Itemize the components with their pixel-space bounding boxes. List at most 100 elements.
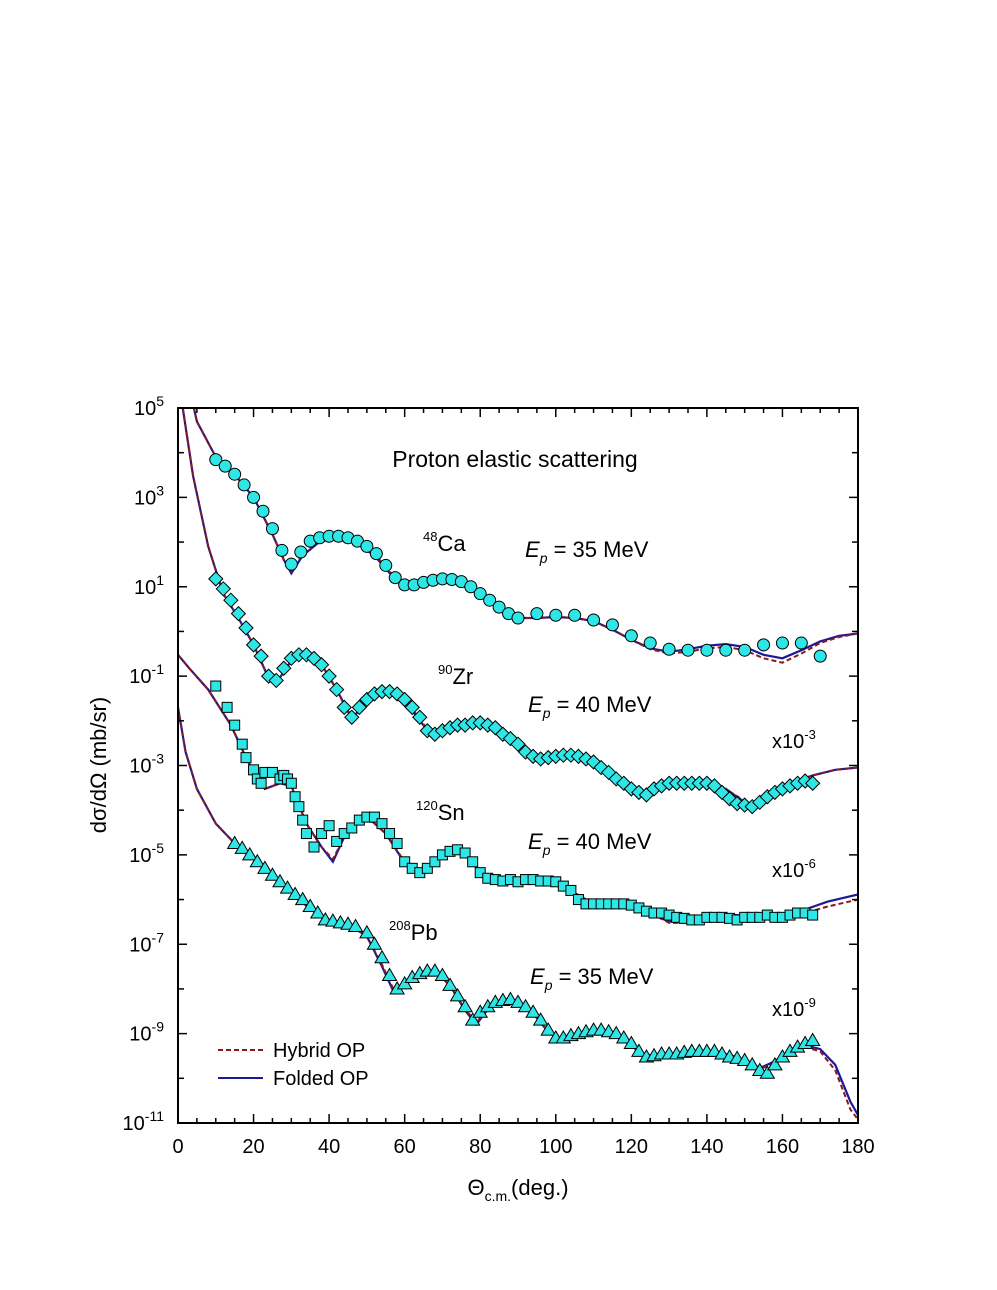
data-point-pb: [279, 880, 296, 894]
scale-factor-pb: x10-9: [772, 995, 816, 1021]
data-point-ca: [369, 547, 383, 561]
data-point-sn: [346, 822, 358, 834]
x-tick-label: 80: [469, 1136, 491, 1158]
data-points: [208, 453, 827, 1079]
data-point-pb: [366, 936, 383, 950]
data-point-zr: [253, 648, 269, 664]
data-point-ca: [483, 593, 497, 607]
data-point-pb: [226, 835, 243, 849]
x-tick-label: 0: [172, 1136, 183, 1158]
data-point-ca: [738, 643, 752, 657]
axis-ticks: [177, 407, 859, 1124]
data-point-ca: [643, 636, 657, 650]
x-tick-label: 180: [841, 1136, 874, 1158]
data-point-pb: [464, 1012, 481, 1026]
data-point-sn: [807, 909, 819, 921]
data-point-sn: [467, 856, 479, 868]
data-point-ca: [284, 557, 298, 571]
legend-folded-label: Folded OP: [273, 1068, 369, 1090]
data-point-sn: [331, 835, 343, 847]
data-point-pb: [608, 1025, 625, 1040]
data-point-ca: [228, 467, 242, 481]
data-point-ca: [256, 504, 270, 518]
data-point-pb: [302, 898, 319, 912]
data-point-sn: [293, 801, 305, 813]
data-point-zr: [238, 620, 254, 636]
data-point-sn: [429, 856, 441, 868]
data-point-ca: [218, 459, 232, 473]
x-tick-label: 160: [766, 1136, 799, 1158]
data-point-ca: [719, 643, 733, 657]
data-point-zr: [804, 775, 821, 791]
x-axis-label-sub: c.m.: [485, 1188, 511, 1204]
data-point-ca: [492, 600, 506, 614]
y-tick-label: 105: [134, 393, 164, 420]
x-axis-label-theta: Θ: [467, 1175, 484, 1200]
data-point-zr: [351, 699, 368, 716]
data-point-pb: [287, 886, 303, 900]
data-point-pb: [272, 873, 288, 888]
folded-op-curve-ca: [192, 408, 858, 660]
data-point-pb: [759, 1065, 776, 1079]
legend-hybrid-label: Hybrid OP: [273, 1040, 365, 1062]
data-point-ca: [681, 643, 695, 657]
y-tick-label: 10-3: [129, 751, 164, 778]
data-point-ca: [757, 638, 771, 652]
data-point-sn: [474, 867, 486, 879]
data-point-pb: [736, 1052, 753, 1067]
data-point-sn: [289, 791, 301, 803]
data-point-pb: [374, 949, 390, 964]
data-point-zr: [510, 736, 526, 752]
data-point-ca: [511, 611, 525, 625]
y-tick-label: 10-7: [129, 929, 164, 956]
data-point-zr: [230, 605, 247, 622]
data-point-ca: [700, 643, 714, 657]
data-point-sn: [240, 752, 252, 764]
data-point-pb: [540, 1022, 557, 1036]
data-point-zr: [245, 637, 262, 653]
data-point-pb: [623, 1035, 640, 1050]
x-axis-label: Θc.m.(deg.): [467, 1175, 568, 1204]
data-point-zr: [412, 709, 428, 725]
data-point-ca: [775, 636, 789, 650]
nucleus-annotations: 48Ca Ep = 35 MeV 90Zr Ep = 40 MeV x10-3 120Sn…: [389, 529, 816, 1021]
data-point-sn: [565, 884, 577, 896]
y-tick-label: 10-9: [129, 1019, 164, 1046]
data-point-ca: [473, 587, 487, 601]
data-point-pb: [767, 1056, 783, 1071]
plot-frame: [177, 407, 859, 1124]
data-point-ca: [237, 478, 251, 492]
data-point-sn: [255, 777, 267, 789]
data-point-sn: [384, 828, 396, 840]
data-point-pb: [442, 977, 458, 991]
data-point-sn: [338, 828, 350, 840]
energy-label-zr: Ep = 40 MeV: [528, 692, 652, 721]
data-point-sn: [236, 738, 248, 750]
data-point-pb: [241, 846, 258, 861]
data-point-ca: [794, 636, 808, 650]
data-point-ca: [275, 543, 289, 557]
data-point-zr: [344, 709, 360, 725]
scale-factor-sn: x10-6: [772, 856, 816, 882]
y-tick-label: 10-11: [123, 1108, 165, 1135]
data-point-pb: [631, 1043, 647, 1057]
energy-label-ca: Ep = 35 MeV: [525, 537, 649, 566]
nucleus-label-pb: 208Pb: [389, 918, 438, 945]
data-point-pb: [264, 867, 281, 881]
data-point-zr: [268, 672, 284, 689]
data-point-ca: [265, 522, 279, 536]
data-point-pb: [434, 967, 451, 981]
data-point-zr: [336, 699, 352, 716]
y-tick-label: 101: [134, 572, 164, 599]
nucleus-label-zr: 90Zr: [438, 662, 473, 689]
data-point-zr: [396, 691, 413, 708]
data-point-pb: [359, 924, 375, 939]
data-point-ca: [294, 545, 308, 559]
data-point-pb: [381, 967, 398, 981]
x-tick-label: 120: [615, 1136, 648, 1158]
data-point-sn: [297, 814, 309, 826]
data-point-pb: [615, 1029, 632, 1044]
data-point-sn: [248, 764, 260, 776]
data-point-pb: [804, 1032, 821, 1047]
data-point-sn: [210, 680, 222, 692]
